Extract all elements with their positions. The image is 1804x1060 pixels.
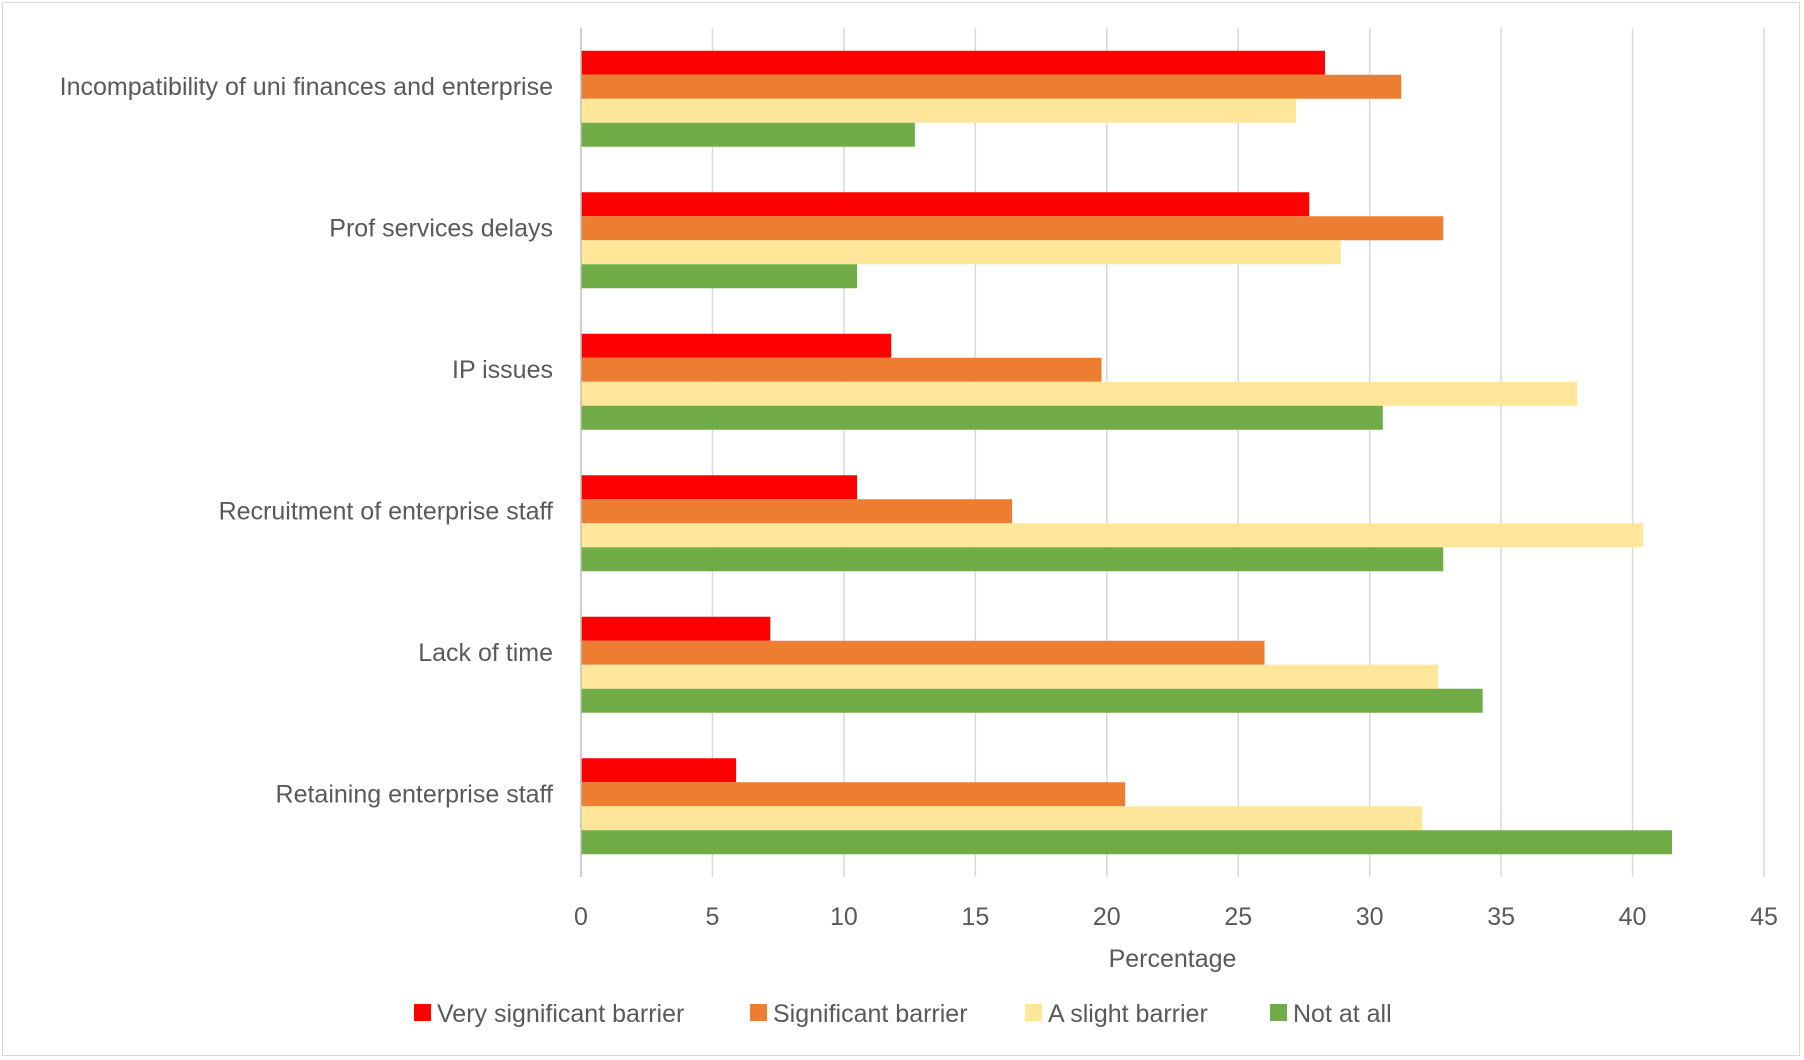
- x-tick-label: 30: [1356, 903, 1384, 931]
- category-label: IP issues: [452, 356, 553, 384]
- bar-not-at-all: [581, 830, 1672, 855]
- legend-swatch: [1270, 1004, 1287, 1021]
- gridlines: [711, 28, 1765, 877]
- legend-label: Very significant barrier: [437, 1000, 684, 1028]
- x-tick-label: 10: [830, 903, 858, 931]
- bar-not-at-all: [581, 547, 1444, 572]
- bar-very-significant-barrier: [581, 616, 771, 641]
- x-axis-title: Percentage: [1109, 945, 1237, 973]
- x-tick-label: 5: [705, 903, 719, 931]
- category-label: Lack of time: [418, 639, 553, 667]
- bar-a-slight-barrier: [581, 381, 1578, 406]
- bar-not-at-all: [581, 405, 1383, 430]
- bar-very-significant-barrier: [581, 50, 1325, 75]
- bar-very-significant-barrier: [581, 192, 1310, 217]
- x-tick-label: 40: [1619, 903, 1647, 931]
- category-label: Prof services delays: [329, 214, 553, 242]
- bar-a-slight-barrier: [581, 806, 1423, 831]
- legend-label: Not at all: [1293, 1000, 1392, 1028]
- bar-not-at-all: [581, 688, 1483, 713]
- x-tick-label: 0: [574, 903, 588, 931]
- category-label: Incompatibility of uni finances and ente…: [60, 73, 553, 101]
- legend-label: A slight barrier: [1048, 1000, 1208, 1028]
- bar-a-slight-barrier: [581, 664, 1439, 689]
- bars: [581, 50, 1672, 855]
- legend: Very significant barrier Significant barr…: [414, 1000, 1392, 1028]
- x-tick-label: 45: [1750, 903, 1778, 931]
- bar-significant-barrier: [581, 499, 1013, 524]
- bar-significant-barrier: [581, 216, 1444, 241]
- x-axis-ticks: 0 5 10 15 20 25 30 35 40 45: [574, 903, 1778, 931]
- bar-significant-barrier: [581, 74, 1402, 99]
- legend-swatch: [414, 1004, 431, 1021]
- bar-not-at-all: [581, 264, 858, 289]
- legend-swatch: [750, 1004, 767, 1021]
- category-label: Retaining enterprise staff: [276, 780, 554, 808]
- bar-significant-barrier: [581, 640, 1265, 665]
- legend-label: Significant barrier: [773, 1000, 968, 1028]
- bar-a-slight-barrier: [581, 240, 1341, 265]
- bar-a-slight-barrier: [581, 523, 1644, 548]
- bar-significant-barrier: [581, 357, 1102, 382]
- bar-very-significant-barrier: [581, 475, 858, 500]
- bar-a-slight-barrier: [581, 98, 1297, 123]
- x-tick-label: 35: [1487, 903, 1515, 931]
- bar-very-significant-barrier: [581, 333, 892, 358]
- category-label: Recruitment of enterprise staff: [219, 497, 553, 525]
- bar-not-at-all: [581, 122, 915, 147]
- bar-very-significant-barrier: [581, 758, 737, 783]
- legend-swatch: [1025, 1004, 1042, 1021]
- bar-significant-barrier: [581, 782, 1126, 807]
- category-labels: Incompatibility of uni finances and ente…: [60, 73, 553, 809]
- x-tick-label: 15: [961, 903, 989, 931]
- x-tick-label: 25: [1224, 903, 1252, 931]
- x-tick-label: 20: [1093, 903, 1121, 931]
